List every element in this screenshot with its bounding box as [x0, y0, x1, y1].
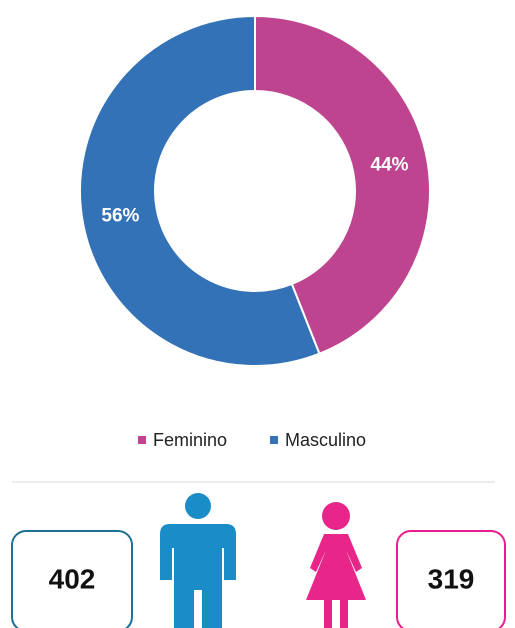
count-box — [396, 530, 506, 628]
data-label: 44% — [371, 154, 409, 175]
legend-swatch — [138, 436, 146, 444]
count-box — [11, 530, 133, 628]
donut-segment — [254, 14, 432, 356]
legend-swatch — [270, 436, 278, 444]
donut-segment — [79, 14, 321, 367]
count-value: 319 — [428, 563, 475, 594]
count-value: 402 — [49, 563, 96, 594]
legend-label: Masculino — [285, 430, 366, 450]
legend-label: Feminino — [153, 430, 227, 450]
female-icon — [306, 502, 366, 628]
male-icon — [160, 493, 236, 628]
data-label: 56% — [101, 206, 139, 227]
